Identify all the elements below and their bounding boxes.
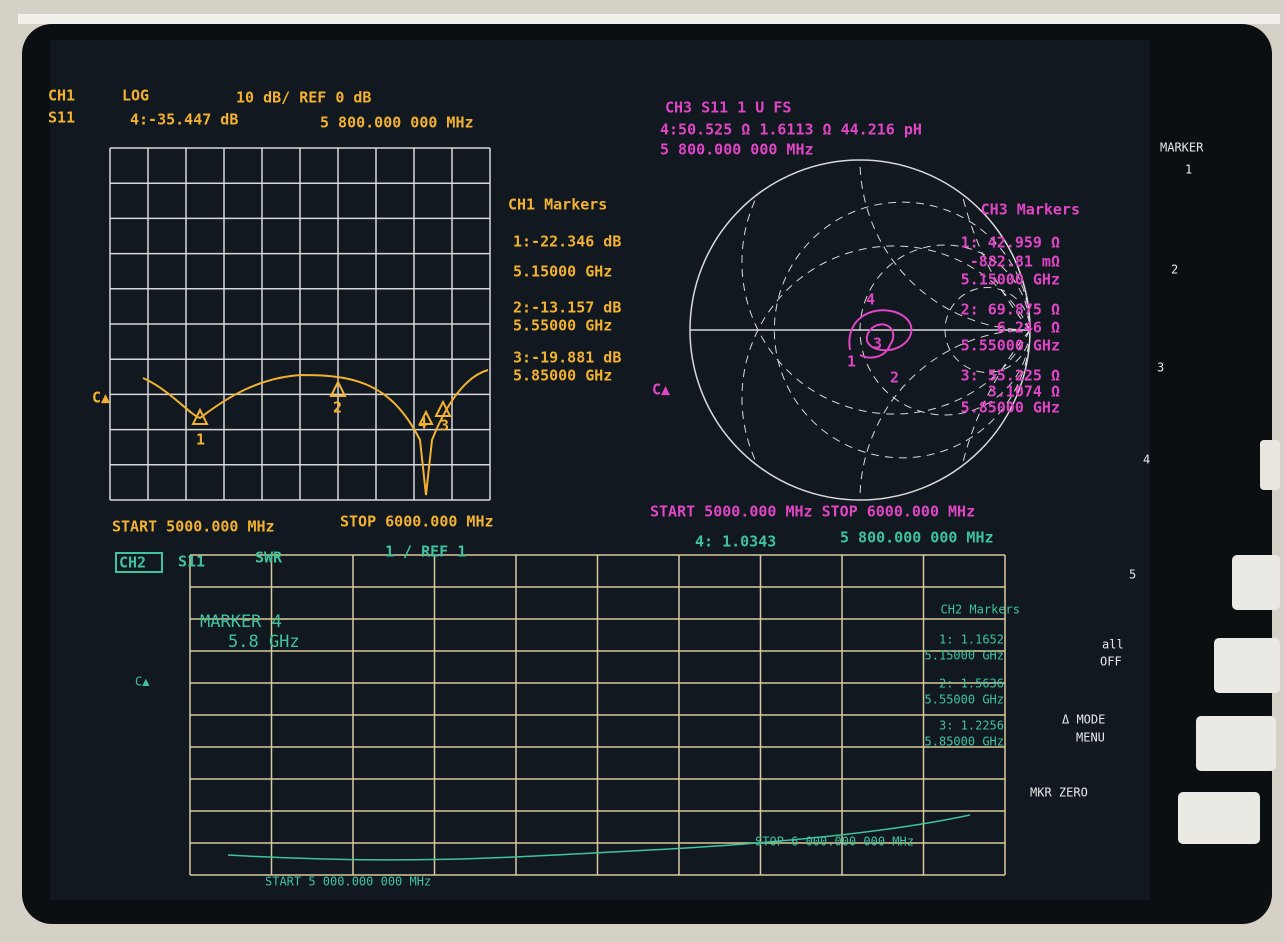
softkey-number[interactable]: 2 <box>1171 263 1178 277</box>
ch1-active-freq: 5 800.000 000 MHz <box>320 114 474 132</box>
button[interactable] <box>1214 638 1280 693</box>
ch2-marker-value: 5.85000 GHz <box>925 735 1004 749</box>
ch2-marker-value: 1: 1.1652 <box>939 633 1004 647</box>
ch1-marker-value: 5.15000 GHz <box>513 263 612 281</box>
softkey-label[interactable]: OFF <box>1100 655 1122 669</box>
ch2-cursor: C▲ <box>135 675 150 689</box>
ch2-marker-value: 5.55000 GHz <box>925 693 1004 707</box>
ch2-note: MARKER 4 <box>200 612 282 632</box>
ch2-active-freq: 5 800.000 000 MHz <box>840 529 994 547</box>
button[interactable] <box>1260 440 1280 490</box>
ch2-start: START 5 000.000 000 MHz <box>265 875 431 889</box>
ch2-scale: 1 / REF 1 <box>385 543 466 561</box>
ch2-markers-title: CH2 Markers <box>941 603 1020 617</box>
ch1-param: S11 <box>48 109 75 127</box>
ch1-format: LOG <box>122 87 149 105</box>
ch1-marker-value: 3:-19.881 dB <box>513 349 621 367</box>
ch3-range: START 5000.000 MHz STOP 6000.000 MHz <box>650 503 975 521</box>
ch3-marker-value: 6.246 Ω <box>997 319 1060 337</box>
ch1-scale: 10 dB/ REF 0 dB <box>236 89 371 107</box>
button[interactable] <box>1232 555 1280 610</box>
ch3-marker-value: 5.55000 GHz <box>961 337 1060 355</box>
ch3-trace-label: 1 <box>847 353 856 371</box>
ch1-cursor: C▲ <box>92 389 110 407</box>
ch1-trace-label: 2 <box>333 399 342 417</box>
ch3-trace-label: 3 <box>873 335 882 353</box>
button[interactable] <box>1196 716 1276 771</box>
ch1-marker-value: 5.55000 GHz <box>513 317 612 335</box>
ch1-label: CH1 <box>48 87 75 105</box>
ch3-marker-value: 2: 69.875 Ω <box>961 301 1060 319</box>
ch1-marker-value: 5.85000 GHz <box>513 367 612 385</box>
softkey-label[interactable]: MENU <box>1076 731 1105 745</box>
ch1-start: START 5000.000 MHz <box>112 518 275 536</box>
ch1-trace-label: 1 <box>196 431 205 449</box>
ch1-stop: STOP 6000.000 MHz <box>340 513 494 531</box>
softkey-title: MARKER <box>1160 141 1204 155</box>
ch2-marker-value: 2: 1.5636 <box>939 677 1004 691</box>
ch2-marker-value: 3: 1.2256 <box>939 719 1004 733</box>
softkey-label[interactable]: all <box>1102 638 1124 652</box>
ch1-trace-label: 3 <box>440 417 449 435</box>
softkey-number[interactable]: 4 <box>1143 453 1150 467</box>
ch2-param: S11 <box>178 553 205 571</box>
ch2-label: CH2 <box>119 554 146 572</box>
softkey-label[interactable]: Δ MODE <box>1062 713 1105 727</box>
ch2-active-marker: 4: 1.0343 <box>695 533 776 551</box>
ch1-active-marker: 4:-35.447 dB <box>130 111 238 129</box>
softkey-number[interactable]: 5 <box>1129 568 1136 582</box>
ch3-marker-value: 5.85000 GHz <box>961 399 1060 417</box>
ch3-marker-value: -882.81 mΩ <box>970 253 1060 271</box>
ch3-cursor: C▲ <box>652 381 670 399</box>
ch3-marker-value: 5.15000 GHz <box>961 271 1060 289</box>
ch1-marker-value: 2:-13.157 dB <box>513 299 621 317</box>
ch3-trace-label: 4 <box>866 291 875 309</box>
ch3-trace-label: 2 <box>890 369 899 387</box>
ch2-note: 5.8 GHz <box>228 632 300 652</box>
ch2-marker-value: 5.15000 GHz <box>925 649 1004 663</box>
ch2-format: SWR <box>255 549 283 567</box>
button[interactable] <box>1178 792 1260 844</box>
softkey-number[interactable]: 1 <box>1185 163 1192 177</box>
ch3-markers-title: CH3 Markers <box>981 201 1080 219</box>
bezel-top <box>18 14 1280 24</box>
ch1-marker-value: 1:-22.346 dB <box>513 233 621 251</box>
ch3-title: CH3 S11 1 U FS <box>665 99 791 117</box>
softkey-label[interactable]: MKR ZERO <box>1030 786 1088 800</box>
ch3-marker-value: 1: 42.959 Ω <box>961 234 1060 252</box>
display <box>50 40 1150 900</box>
screen-photo: CH1 LOG 10 dB/ REF 0 dB S11 4:-35.447 dB… <box>0 0 1284 942</box>
ch1-markers-title: CH1 Markers <box>508 196 607 214</box>
ch3-active-marker: 4:50.525 Ω 1.6113 Ω 44.216 pH <box>660 121 922 139</box>
ch3-active-freq: 5 800.000 000 MHz <box>660 141 814 159</box>
softkey-number[interactable]: 3 <box>1157 361 1164 375</box>
ch1-trace-label: 4 <box>418 415 427 433</box>
